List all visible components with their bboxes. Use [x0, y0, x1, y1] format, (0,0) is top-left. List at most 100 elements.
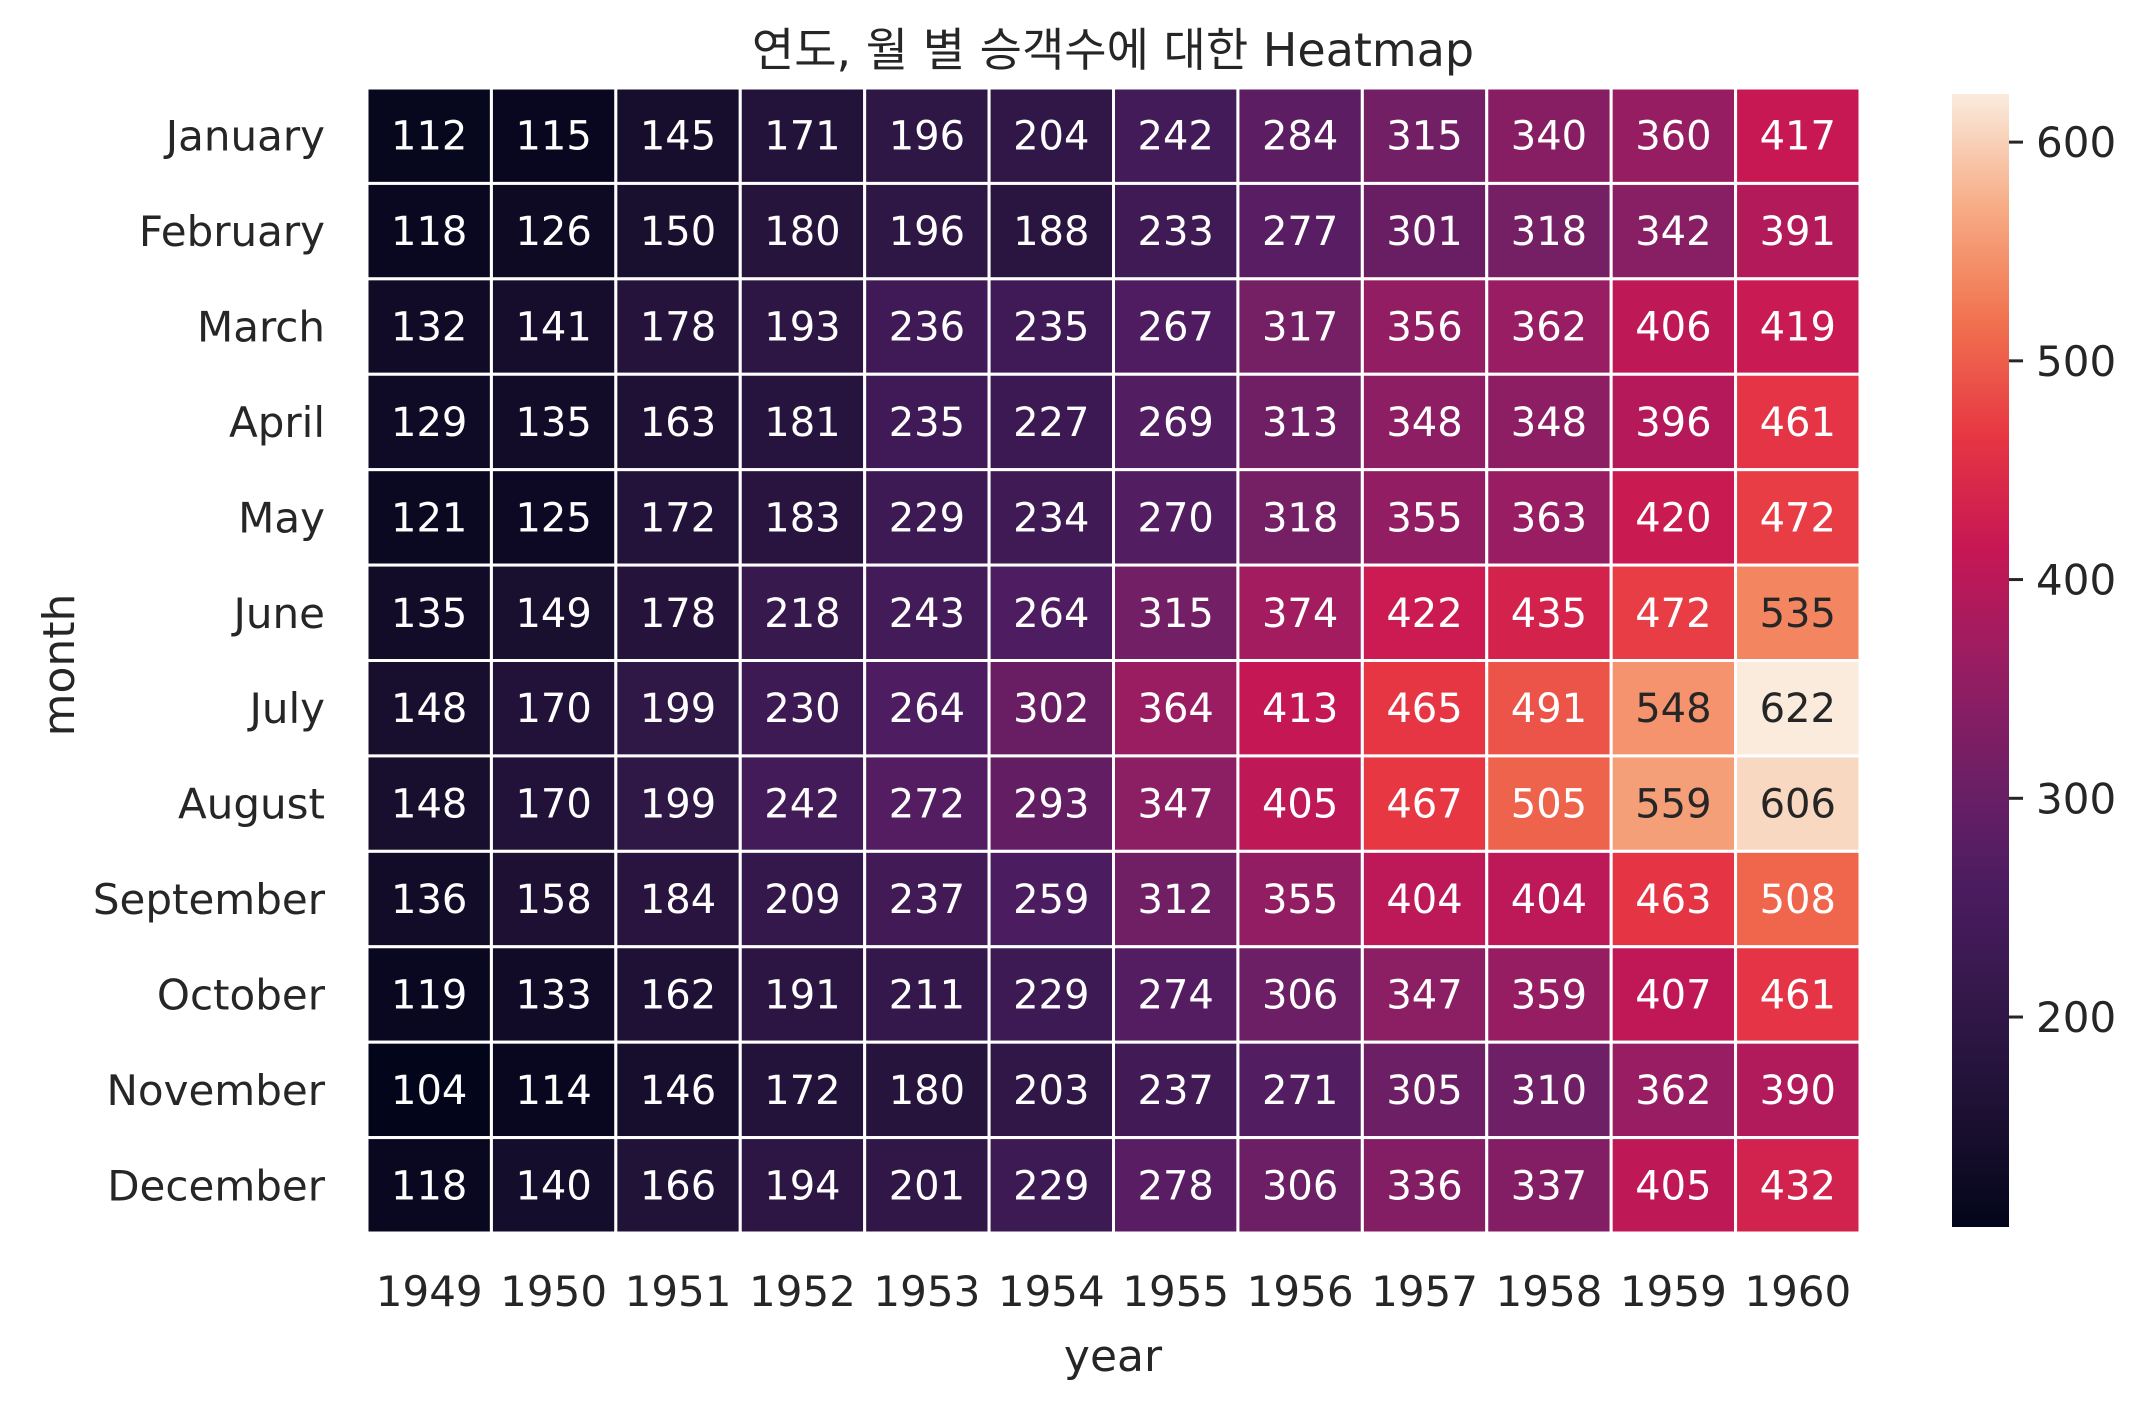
heatmap-cell	[614, 372, 742, 472]
heatmap-cell	[1485, 88, 1613, 185]
y-tick-label: July	[246, 684, 325, 733]
cell-value-label: 243	[889, 591, 965, 637]
cell-value-label: 404	[1386, 877, 1462, 923]
cell-value-label: 355	[1386, 495, 1462, 541]
heatmap-cell	[489, 754, 618, 853]
heatmap-cell	[1485, 563, 1613, 662]
cell-value-label: 272	[889, 782, 965, 828]
cell-value-label: 114	[515, 1068, 591, 1114]
cell-value-label: 162	[640, 972, 716, 1018]
colorbar-ticks: 200 300 400 500 600	[2009, 118, 2116, 1042]
cell-value-label: 348	[1386, 400, 1462, 446]
cell-value-label: 183	[764, 495, 840, 541]
cell-value-label: 315	[1386, 114, 1462, 160]
cell-value-label: 230	[764, 686, 840, 732]
cell-value-label: 342	[1635, 209, 1711, 255]
heatmap-cell	[1485, 1040, 1613, 1140]
cell-value-label: 413	[1262, 686, 1338, 732]
heatmap-cell	[863, 1040, 991, 1140]
cell-value-label: 374	[1262, 591, 1338, 637]
heatmap-cell	[1360, 372, 1489, 472]
heatmap-cell	[1112, 659, 1240, 758]
cell-value-label: 396	[1635, 400, 1711, 446]
cell-value-label: 305	[1386, 1068, 1462, 1114]
cell-value-label: 348	[1511, 400, 1587, 446]
cell-value-label: 196	[889, 114, 965, 160]
heatmap-cell	[738, 563, 867, 662]
y-tick-labels: January February March April May June July Augu…	[93, 112, 326, 1211]
cell-value-label: 293	[1013, 782, 1089, 828]
heatmap-cell	[1734, 754, 1860, 853]
cell-value-label: 188	[1013, 209, 1089, 255]
heatmap-cell	[1112, 181, 1240, 281]
cell-value-label: 126	[515, 209, 591, 255]
cell-value-label: 181	[764, 400, 840, 446]
x-tick-label: 1950	[500, 1267, 607, 1316]
y-tick-label: March	[197, 303, 325, 352]
heatmap-cell	[1236, 88, 1364, 185]
heatmap-cell	[863, 372, 991, 472]
cell-value-label: 461	[1760, 972, 1836, 1018]
cell-value-label: 467	[1386, 782, 1462, 828]
cell-value-label: 271	[1262, 1068, 1338, 1114]
cell-value-label: 505	[1511, 782, 1587, 828]
cell-value-label: 422	[1386, 591, 1462, 637]
cell-value-label: 178	[640, 591, 716, 637]
heatmap-cell	[1485, 754, 1613, 853]
heatmap-cell	[1485, 468, 1613, 567]
cell-value-label: 318	[1262, 495, 1338, 541]
cell-value-label: 364	[1138, 686, 1214, 732]
cell-value-label: 135	[515, 400, 591, 446]
colorbar	[1952, 94, 2009, 1227]
cell-value-label: 180	[889, 1068, 965, 1114]
cell-value-label: 310	[1511, 1068, 1587, 1114]
cell-value-label: 233	[1138, 209, 1214, 255]
heatmap-cell	[863, 181, 991, 281]
heatmap-cell	[1360, 468, 1489, 567]
cell-value-label: 242	[764, 782, 840, 828]
cell-value-label: 118	[391, 209, 467, 255]
heatmap-cell	[489, 1040, 618, 1140]
heatmap-cell	[863, 659, 991, 758]
y-tick-label: April	[229, 398, 325, 447]
cell-value-label: 461	[1760, 400, 1836, 446]
colorbar-tick-label: 200	[2036, 993, 2116, 1042]
heatmap-cell	[1236, 1136, 1364, 1233]
heatmap-cell	[1485, 181, 1613, 281]
x-tick-label: 1956	[1247, 1267, 1354, 1316]
cell-value-label: 264	[1013, 591, 1089, 637]
cell-value-label: 163	[640, 400, 716, 446]
cell-value-label: 149	[515, 591, 591, 637]
cell-value-label: 340	[1511, 114, 1587, 160]
heatmap-cell	[489, 277, 618, 376]
heatmap-cell	[614, 1136, 742, 1233]
heatmap-cell	[1734, 277, 1860, 376]
heatmap-cell	[1485, 372, 1613, 472]
heatmap-cell	[1236, 563, 1364, 662]
heatmap-cell	[1609, 88, 1738, 185]
cell-value-label: 407	[1635, 972, 1711, 1018]
cell-value-label: 463	[1635, 877, 1711, 923]
cell-value-label: 391	[1760, 209, 1836, 255]
y-axis-label: month	[34, 594, 85, 737]
heatmap-cell	[489, 468, 618, 567]
cell-value-label: 125	[515, 495, 591, 541]
cell-value-label: 465	[1386, 686, 1462, 732]
heatmap-cell	[367, 277, 493, 376]
x-tick-label: 1952	[749, 1267, 856, 1316]
cell-value-label: 119	[391, 972, 467, 1018]
cell-value-label: 158	[515, 877, 591, 923]
cell-value-label: 269	[1138, 400, 1214, 446]
cell-value-label: 472	[1760, 495, 1836, 541]
cell-value-label: 312	[1138, 877, 1214, 923]
cell-value-label: 360	[1635, 114, 1711, 160]
heatmap-cell	[1112, 754, 1240, 853]
heatmap-cells: 112 115 145 171 196 204 242 284 315 340 360 417 118 1…	[367, 88, 1860, 1233]
cell-value-label: 193	[764, 305, 840, 351]
cell-value-label: 118	[391, 1163, 467, 1209]
heatmap-cell	[738, 1136, 867, 1233]
heatmap-cell	[1609, 1136, 1738, 1233]
cell-value-label: 112	[391, 114, 467, 160]
heatmap-cell	[863, 1136, 991, 1233]
